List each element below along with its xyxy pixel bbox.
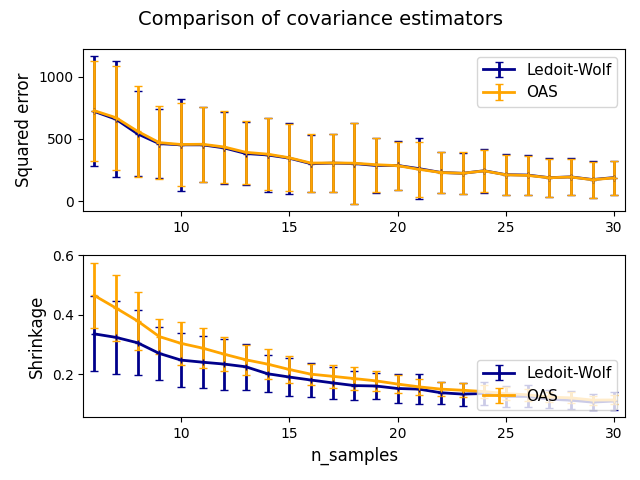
Y-axis label: Shrinkage: Shrinkage	[28, 295, 46, 378]
Legend: Ledoit-Wolf, OAS: Ledoit-Wolf, OAS	[477, 57, 618, 107]
Text: Comparison of covariance estimators: Comparison of covariance estimators	[138, 10, 502, 29]
Y-axis label: Squared error: Squared error	[15, 73, 33, 187]
X-axis label: n_samples: n_samples	[310, 447, 398, 465]
Legend: Ledoit-Wolf, OAS: Ledoit-Wolf, OAS	[477, 360, 618, 410]
